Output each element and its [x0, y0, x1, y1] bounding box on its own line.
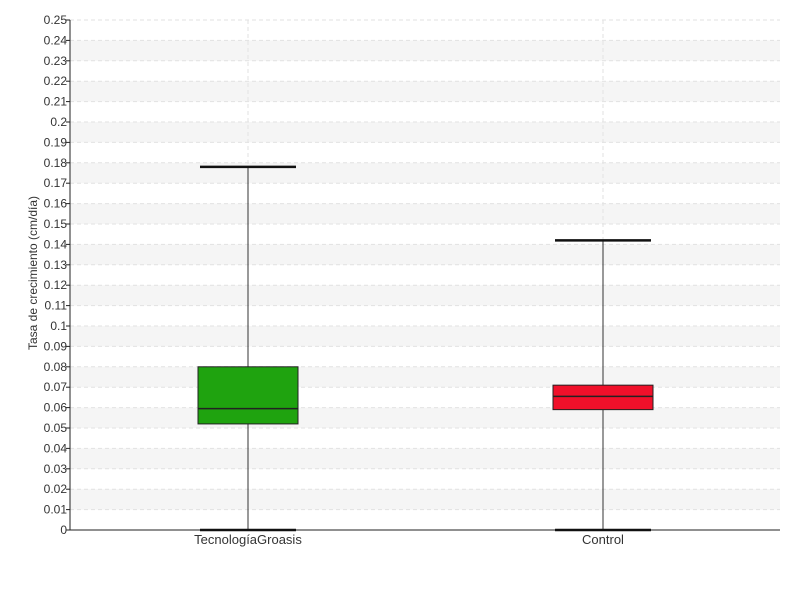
background-band: [70, 448, 780, 469]
y-tick-label: 0.19: [44, 135, 68, 149]
y-axis-ticks: 0 0.01 0.02 0.03 0.04 0.05 0.06 0.07 0.08 0.09 0.1…: [44, 13, 70, 537]
y-tick-label: 0.05: [44, 421, 68, 435]
background-band: [70, 203, 780, 224]
background-bands: [70, 40, 780, 510]
background-band: [70, 489, 780, 510]
y-tick-label: 0.07: [44, 380, 68, 394]
y-tick-label: 0.22: [44, 74, 68, 88]
y-tick-label: 0.06: [44, 401, 68, 415]
y-tick-label: 0.23: [44, 54, 68, 68]
y-tick-label: 0.15: [44, 217, 68, 231]
y-tick-label: 0.02: [44, 482, 68, 496]
background-band: [70, 162, 780, 184]
y-tick-label: 0.13: [44, 258, 68, 272]
y-tick-label: 0.03: [44, 462, 68, 476]
y-tick-label: 0.11: [45, 299, 68, 313]
x-category-label: Control: [582, 532, 624, 547]
background-band: [70, 122, 780, 143]
background-band: [70, 326, 780, 347]
y-tick-label: 0.01: [44, 503, 68, 517]
box-iqr: [552, 384, 654, 411]
y-tick-label: 0.08: [44, 360, 68, 374]
y-tick-label: 0.18: [44, 156, 68, 170]
axes: [69, 20, 780, 531]
x-category-label: TecnologíaGroasis: [194, 532, 302, 547]
background-band: [70, 81, 780, 102]
background-band: [70, 407, 780, 428]
y-tick-label: 0.1: [50, 319, 67, 333]
background-band: [70, 40, 780, 61]
y-axis-title: Tasa de crecimiento (cm/día): [26, 196, 40, 350]
y-tick-label: 0.2: [50, 115, 67, 129]
y-tick-label: 0: [60, 523, 67, 537]
gridlines: [70, 19, 780, 530]
y-tick-label: 0.21: [44, 95, 68, 109]
y-tick-label: 0.17: [44, 176, 68, 190]
box-group: [197, 165, 299, 532]
y-tick-label: 0.12: [44, 278, 68, 292]
background-band: [70, 285, 780, 306]
box-iqr: [197, 366, 299, 425]
background-band: [70, 366, 780, 388]
y-tick-label: 0.16: [44, 197, 68, 211]
y-tick-label: 0.04: [44, 441, 68, 455]
boxes: [197, 165, 654, 532]
y-tick-label: 0.14: [44, 237, 68, 251]
box-group: [552, 239, 654, 532]
y-tick-label: 0.25: [44, 13, 68, 27]
x-axis-labels: TecnologíaGroasis Control: [194, 532, 624, 547]
background-band: [70, 244, 780, 265]
y-tick-label: 0.24: [44, 33, 68, 47]
y-tick-label: 0.09: [44, 339, 68, 353]
